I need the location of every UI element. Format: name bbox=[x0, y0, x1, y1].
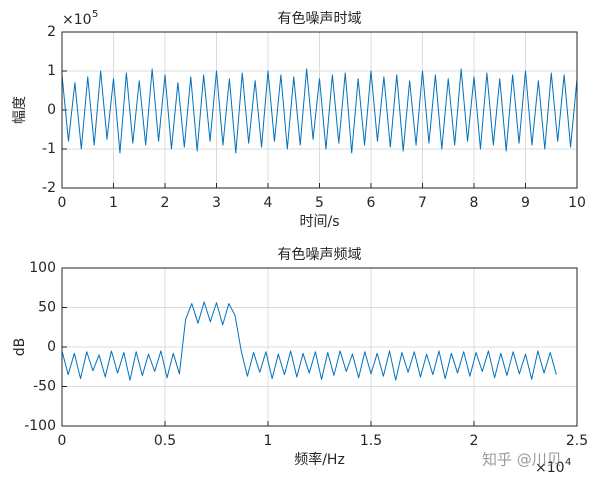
x-axis-label: 频率/Hz bbox=[294, 451, 345, 468]
y-tick-label: -1 bbox=[42, 141, 56, 157]
chart-title: 有色噪声时域 bbox=[278, 10, 362, 27]
x-tick-label: 10 bbox=[568, 195, 586, 211]
y-tick-label: -2 bbox=[42, 180, 56, 196]
x-tick-label: 2 bbox=[161, 195, 170, 211]
x-tick-label: 6 bbox=[367, 195, 376, 211]
axes-box bbox=[61, 31, 578, 189]
chart-title: 有色噪声频域 bbox=[278, 246, 362, 263]
x-tick-label: 8 bbox=[470, 195, 479, 211]
data-line bbox=[61, 301, 557, 381]
y-tick-label: 0 bbox=[47, 102, 56, 118]
watermark: 知乎 @川贝 bbox=[482, 451, 562, 469]
x-tick-label: 4 bbox=[264, 195, 273, 211]
x-tick-label: 3 bbox=[212, 195, 221, 211]
data-line bbox=[61, 68, 578, 154]
y-tick-label: -100 bbox=[24, 418, 56, 434]
y-tick-label: 0 bbox=[47, 339, 56, 355]
axes-box bbox=[61, 267, 578, 427]
x-exponent-power: 4 bbox=[565, 457, 571, 468]
x-tick-label: 1.5 bbox=[360, 433, 382, 449]
x-tick-label: 2 bbox=[470, 433, 479, 449]
x-exponent-base: ×10 bbox=[535, 460, 565, 476]
x-tick-label: 2.5 bbox=[566, 433, 588, 449]
y-axis-label: dB bbox=[12, 338, 28, 357]
x-tick-label: 1 bbox=[264, 433, 273, 449]
x-tick-label: 5 bbox=[315, 195, 324, 211]
y-exponent-base: ×10 bbox=[62, 12, 92, 28]
x-axis-label: 时间/s bbox=[299, 214, 339, 230]
x-tick-label: 7 bbox=[418, 195, 427, 211]
x-tick-label: 0 bbox=[58, 195, 67, 211]
y-tick-label: 100 bbox=[29, 260, 56, 276]
x-tick-label: 9 bbox=[521, 195, 530, 211]
y-tick-label: -50 bbox=[33, 379, 56, 395]
x-tick-label: 0 bbox=[58, 433, 67, 449]
y-exponent-power: 5 bbox=[92, 9, 98, 20]
y-tick-label: 2 bbox=[47, 24, 56, 40]
y-tick-label: 50 bbox=[38, 300, 56, 316]
y-axis-label: 幅度 bbox=[12, 96, 28, 124]
y-tick-label: 1 bbox=[47, 63, 56, 79]
x-tick-label: 0.5 bbox=[154, 433, 176, 449]
x-tick-label: 1 bbox=[109, 195, 118, 211]
